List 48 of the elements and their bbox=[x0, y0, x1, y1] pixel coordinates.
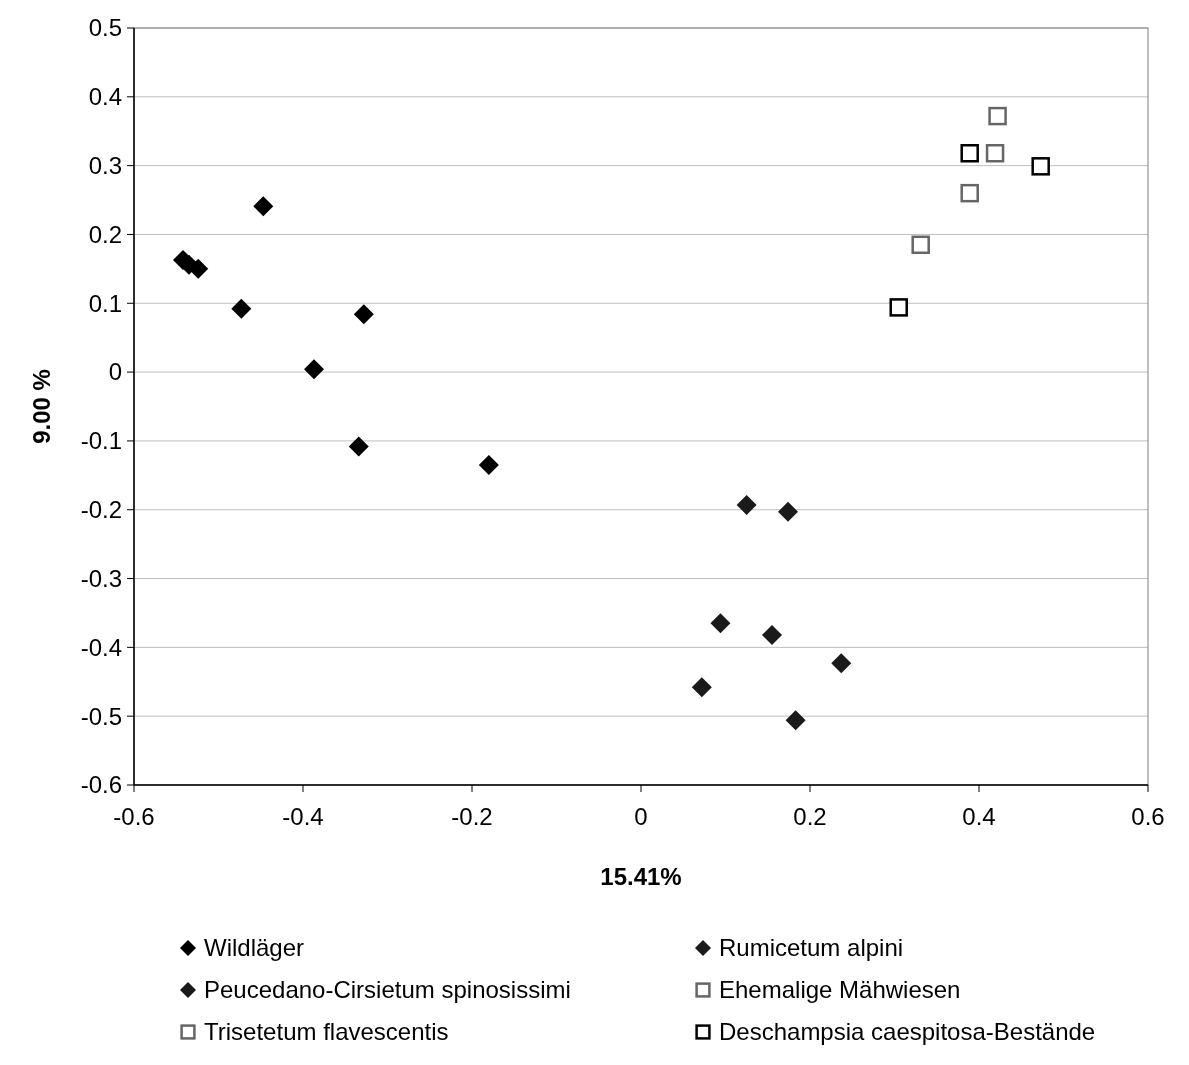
point bbox=[710, 613, 731, 634]
point bbox=[985, 144, 1005, 163]
x-tick-label: 0.4 bbox=[962, 803, 996, 830]
legend-label: Wildläger bbox=[204, 934, 305, 962]
legend-label: Rumicetum alpini bbox=[719, 934, 904, 962]
point bbox=[478, 455, 499, 475]
point bbox=[889, 298, 908, 317]
point bbox=[188, 258, 209, 279]
point bbox=[960, 144, 979, 163]
x-tick-label: -0.4 bbox=[282, 803, 324, 830]
point bbox=[761, 624, 782, 645]
y-tick-label: 0.3 bbox=[88, 152, 122, 180]
point bbox=[231, 298, 252, 319]
point bbox=[911, 235, 930, 255]
point bbox=[831, 653, 852, 674]
y-tick-label: -0.1 bbox=[80, 427, 122, 455]
point bbox=[988, 106, 1007, 126]
x-tick-label: -0.2 bbox=[451, 803, 493, 830]
legend-label: Deschampsia caespitosa-Bestände bbox=[719, 1018, 1096, 1046]
point bbox=[1031, 157, 1050, 176]
x-axis-title: 15.41% bbox=[600, 863, 682, 890]
point bbox=[348, 436, 369, 457]
point bbox=[785, 710, 806, 731]
point bbox=[778, 501, 799, 522]
x-tick-label: 0.2 bbox=[793, 803, 827, 830]
legend-label: Trisetetum flavescentis bbox=[204, 1018, 449, 1046]
y-axis-title: 9.00 % bbox=[28, 369, 55, 444]
y-tick-label: -0.4 bbox=[80, 633, 122, 661]
y-tick-label: -0.3 bbox=[80, 564, 122, 592]
x-tick-label: 0 bbox=[634, 803, 648, 830]
y-tick-label: -0.6 bbox=[80, 771, 122, 799]
y-tick-label: 0 bbox=[108, 358, 122, 386]
point bbox=[253, 196, 274, 217]
point bbox=[736, 494, 757, 515]
legend-label: Peucedano-Cirsietum spinosissimi bbox=[204, 976, 571, 1004]
point bbox=[353, 304, 374, 325]
point bbox=[303, 359, 324, 380]
y-tick-label: 0.1 bbox=[88, 289, 122, 317]
x-tick-label: 0.6 bbox=[1131, 803, 1165, 830]
y-tick-label: 0.5 bbox=[88, 14, 122, 42]
y-tick-label: 0.4 bbox=[88, 83, 122, 111]
y-tick-label: -0.2 bbox=[80, 496, 122, 524]
y-tick-label: 0.2 bbox=[88, 220, 122, 248]
legend-label: Ehemalige Mähwiesen bbox=[719, 976, 961, 1004]
point bbox=[691, 677, 712, 698]
y-tick-label: -0.5 bbox=[80, 702, 122, 730]
point bbox=[960, 183, 979, 203]
x-tick-label: -0.6 bbox=[113, 803, 155, 830]
